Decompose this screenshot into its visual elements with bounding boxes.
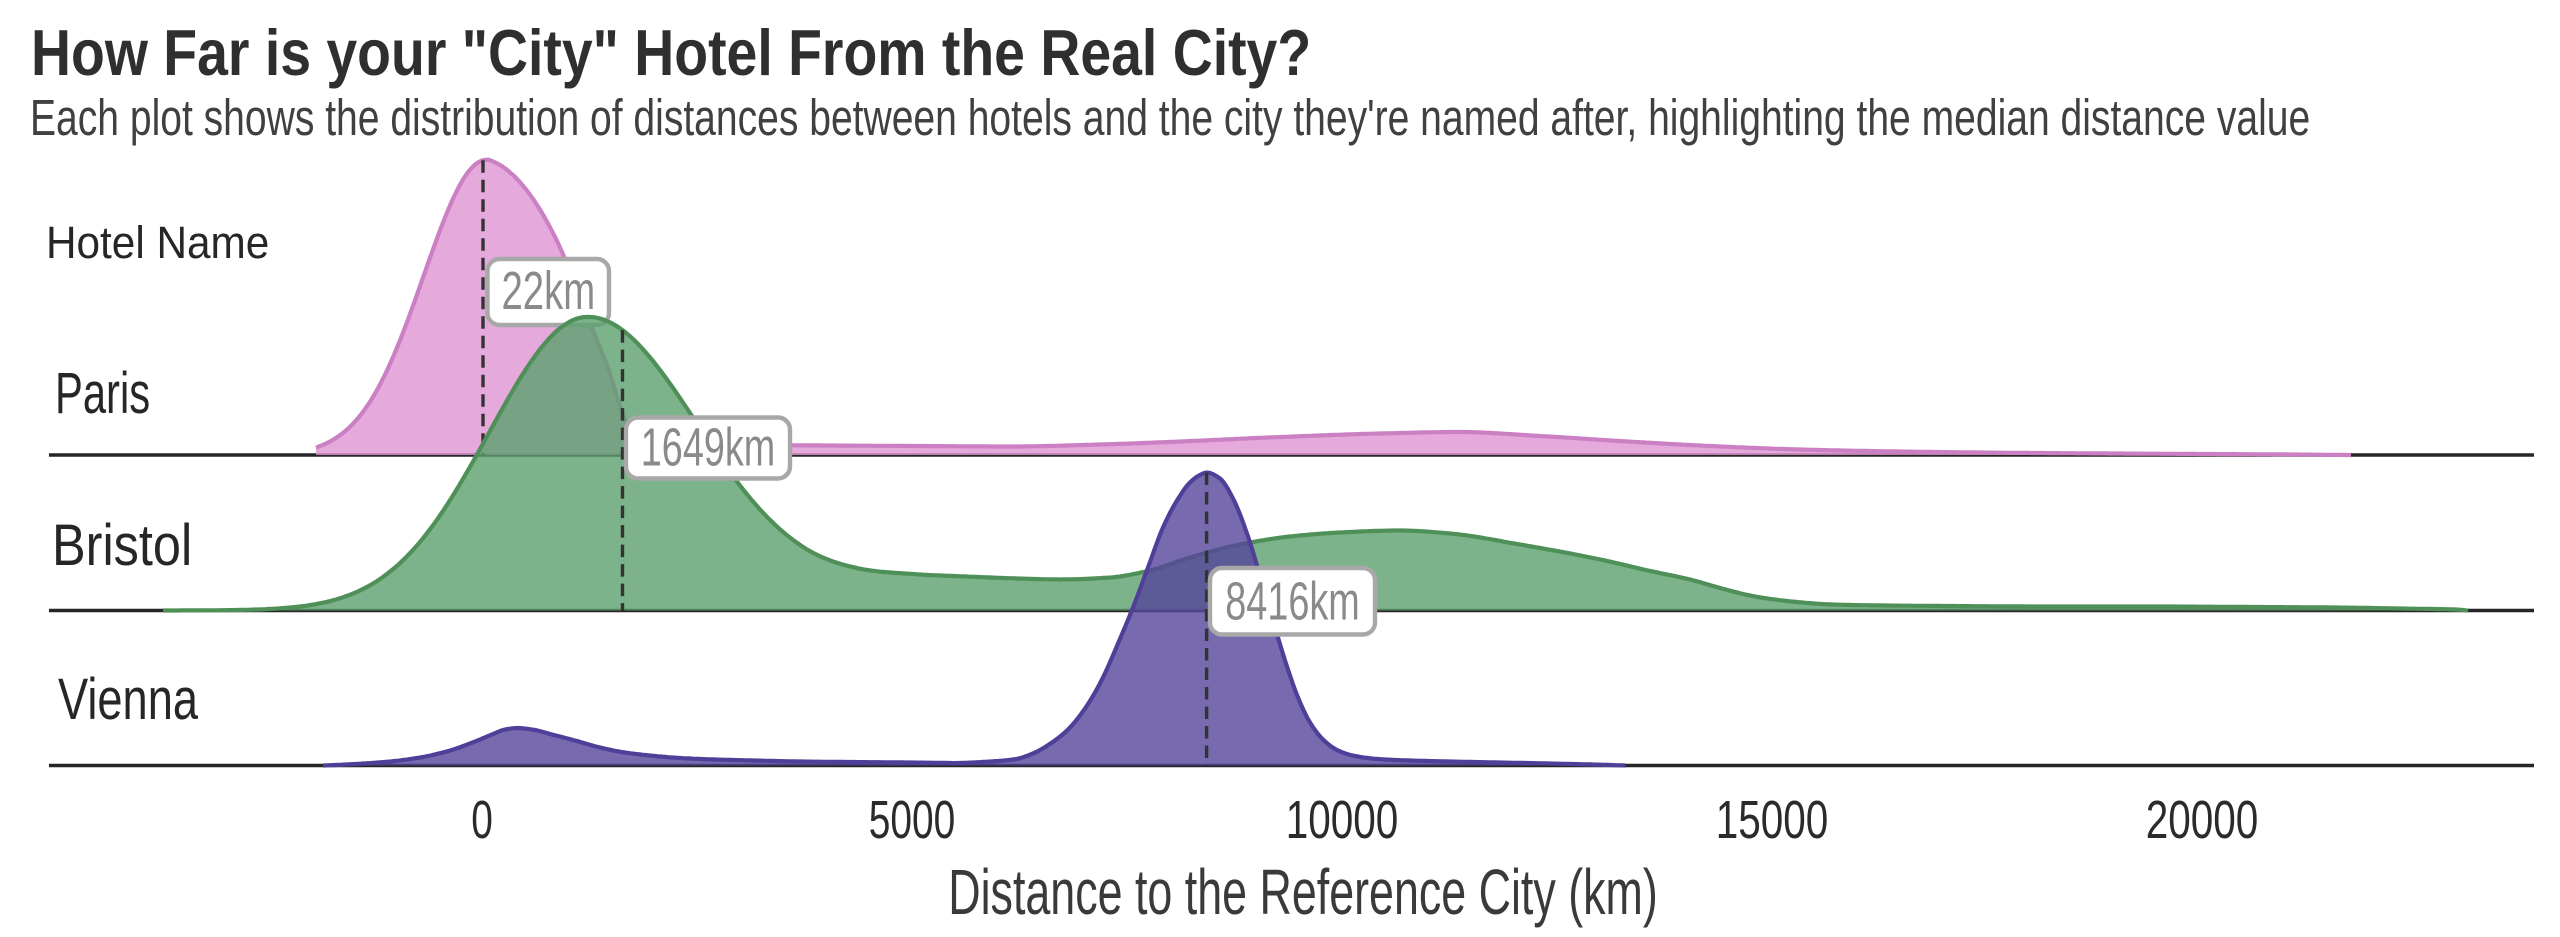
svg-text:Hotel Name: Hotel Name	[46, 218, 269, 268]
svg-text:Bristol: Bristol	[52, 513, 192, 578]
svg-text:0: 0	[471, 789, 493, 850]
svg-text:10000: 10000	[1286, 790, 1399, 850]
svg-text:15000: 15000	[1716, 790, 1829, 850]
svg-text:Vienna: Vienna	[58, 668, 198, 733]
svg-text:Each plot shows the distributi: Each plot shows the distribution of dist…	[30, 89, 2310, 146]
svg-text:Paris: Paris	[55, 360, 150, 425]
svg-text:8416km: 8416km	[1225, 571, 1359, 631]
svg-text:Distance to the Reference City: Distance to the Reference City (km)	[948, 856, 1658, 928]
svg-text:How Far is your "City" Hotel F: How Far is your "City" Hotel From the Re…	[31, 16, 1311, 89]
svg-text:1649km: 1649km	[641, 417, 775, 477]
svg-text:22km: 22km	[501, 261, 595, 321]
svg-text:20000: 20000	[2146, 790, 2259, 850]
svg-text:5000: 5000	[869, 789, 955, 850]
